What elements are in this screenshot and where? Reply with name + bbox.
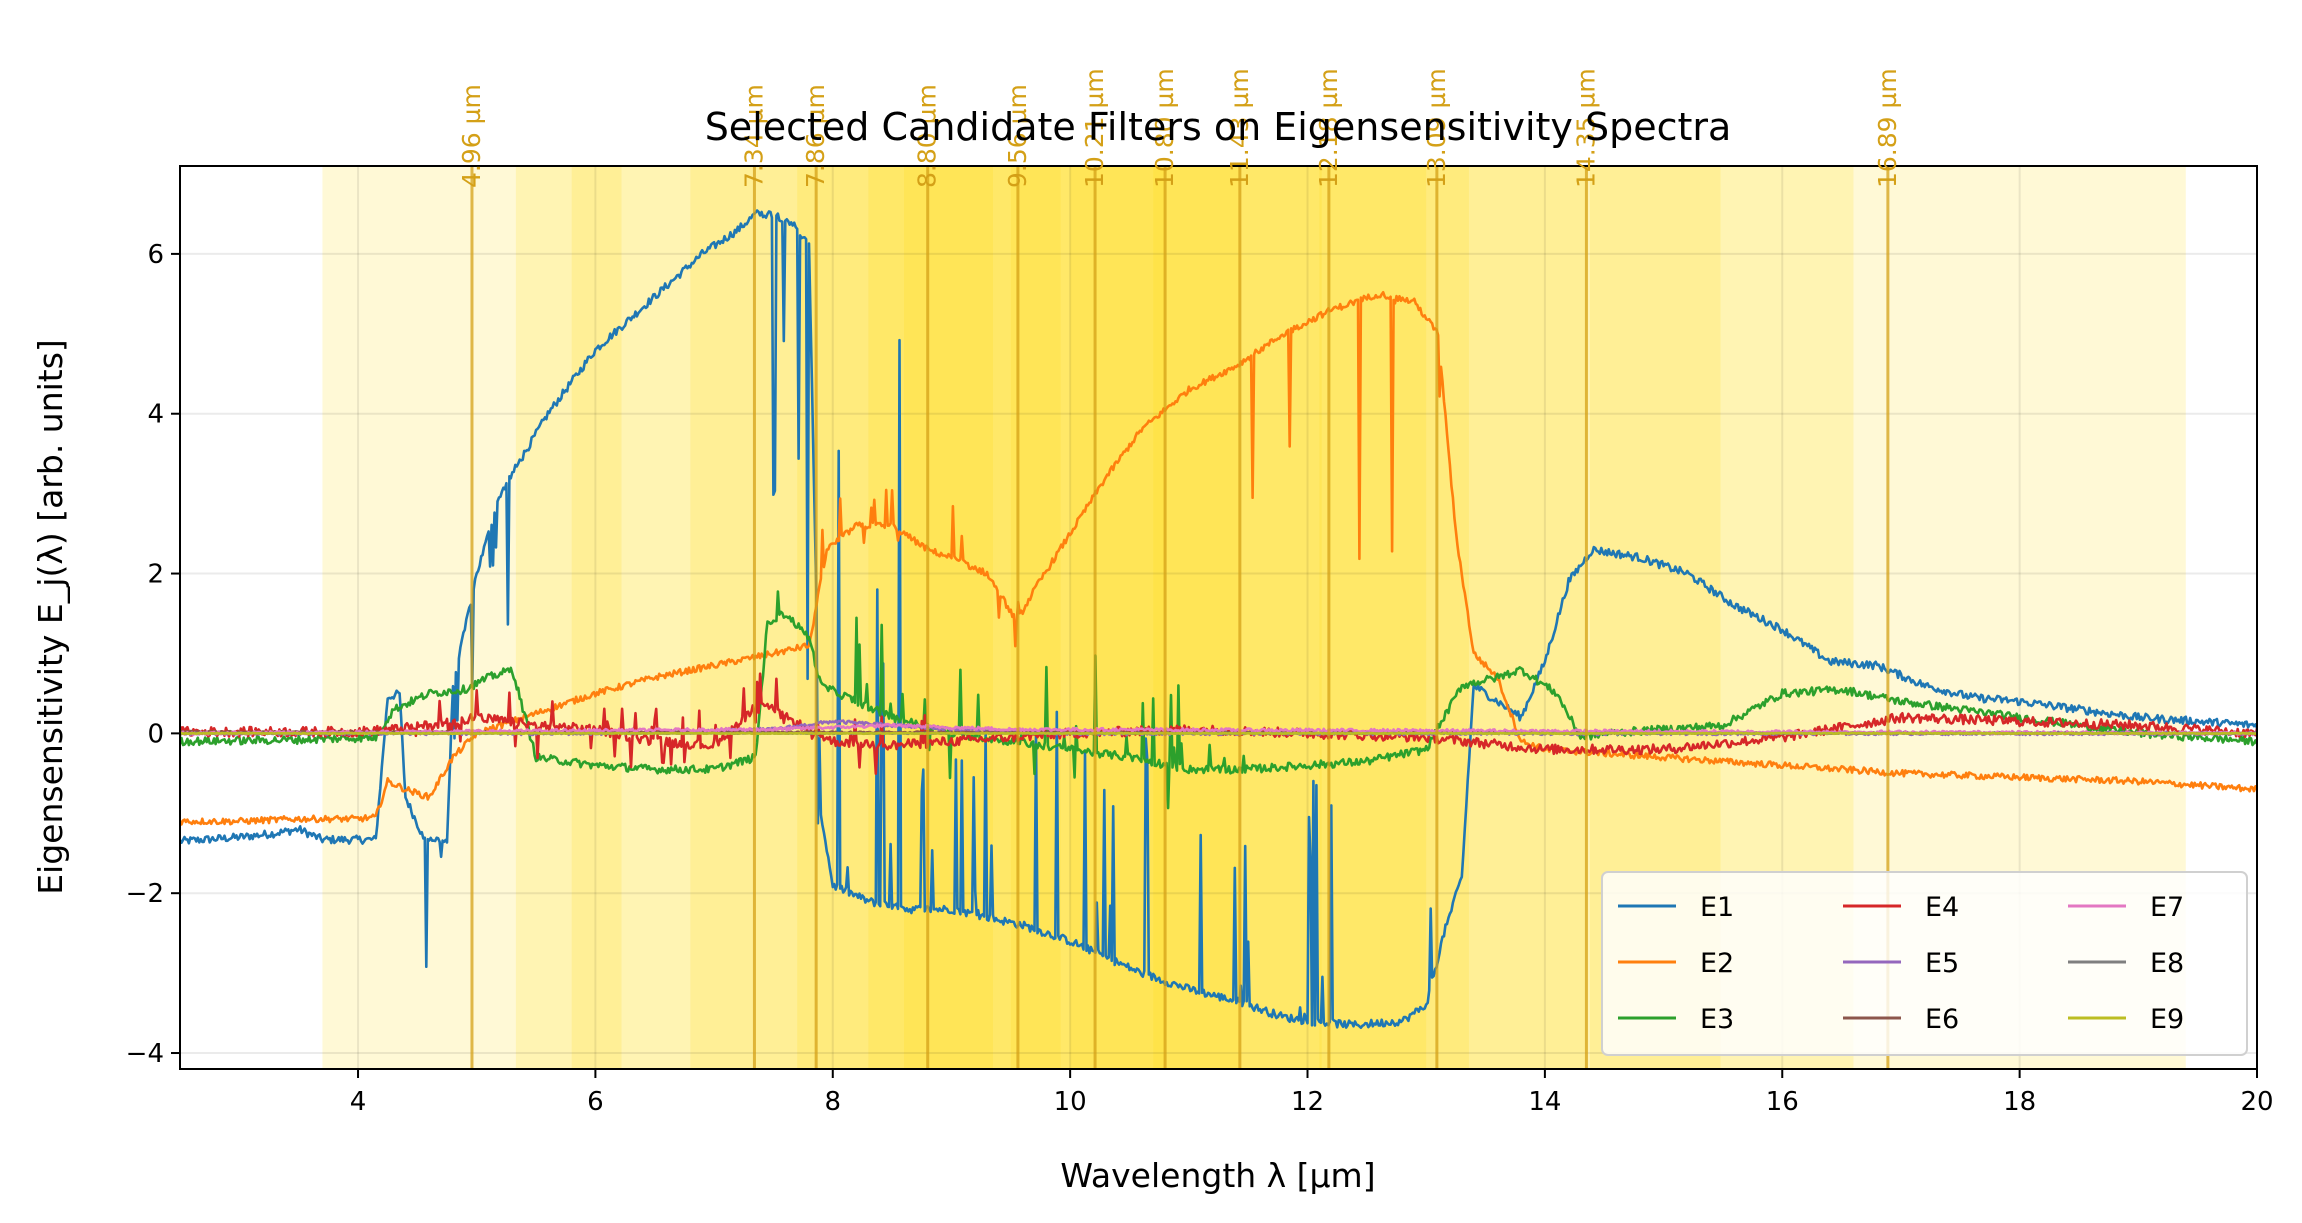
series-line-e3 [180,590,2257,810]
filter-label-10: 13.09 µm [1422,68,1451,188]
filter-labels: 4.96 µm 7.34 µm 7.86 µm 8.80 µm 9.56 µm 10.21… [457,68,1902,188]
x-axis-title: Wavelength λ [µm] [1060,1156,1375,1195]
series-lines [180,209,2257,1029]
y-tick-label: 2 [147,560,164,590]
filter-label-3: 7.86 µm [801,84,830,188]
filter-label-2: 7.34 µm [739,84,768,188]
legend: E1 E2 E3 E4 E5 E6 E7 E8 E9 [1601,871,2248,1056]
filter-label-1: 4.96 µm [457,84,486,188]
chart-title: Selected Candidate Filters on Eigensensi… [705,105,1732,149]
legend-label-e9: E9 [2150,1004,2184,1035]
x-tick-label: 8 [824,1087,841,1117]
legend-label-e4: E4 [1925,892,1959,923]
x-tick-label: 16 [1766,1087,1799,1117]
y-axis-title: Eigensensitivity E_j(λ) [arb. units] [31,339,70,895]
legend-label-e2: E2 [1700,948,1734,979]
series-line-e1 [180,209,2257,1029]
y-tick-label: −2 [126,879,164,909]
y-tick-label: −4 [126,1039,164,1069]
filter-label-9: 12.18 µm [1314,68,1343,188]
y-tick-label: 0 [147,719,164,749]
filter-label-7: 10.80 µm [1150,68,1179,188]
legend-label-e7: E7 [2150,892,2184,923]
series-line-e9 [180,731,2257,736]
y-tick-label: 4 [147,400,164,430]
x-tick-label: 14 [1528,1087,1561,1117]
filter-label-8: 11.43 µm [1225,68,1254,188]
x-tick-label: 4 [350,1087,367,1117]
plot-frame [179,165,2258,1070]
legend-label-e8: E8 [2150,948,2184,979]
legend-label-e3: E3 [1700,1004,1734,1035]
filter-label-4: 8.80 µm [913,84,942,188]
legend-label-e1: E1 [1700,892,1734,923]
x-tick-label: 6 [587,1087,604,1117]
filter-label-12: 16.89 µm [1873,68,1902,188]
filter-center-lines [470,166,1890,1069]
filter-label-6: 10.21 µm [1080,68,1109,188]
x-tick-label: 20 [2240,1087,2273,1117]
y-tick-label: 6 [147,240,164,270]
legend-box [1601,871,2248,1056]
filter-label-11: 14.35 µm [1571,68,1600,188]
axis-ticks: 4 6 8 10 12 14 16 18 20 −4 −2 0 2 4 6 [126,240,2274,1117]
x-tick-label: 18 [2003,1087,2036,1117]
x-tick-label: 10 [1054,1087,1087,1117]
filter-label-5: 9.56 µm [1003,84,1032,188]
legend-label-e6: E6 [1925,1004,1959,1035]
x-tick-label: 12 [1291,1087,1324,1117]
legend-label-e5: E5 [1925,948,1959,979]
